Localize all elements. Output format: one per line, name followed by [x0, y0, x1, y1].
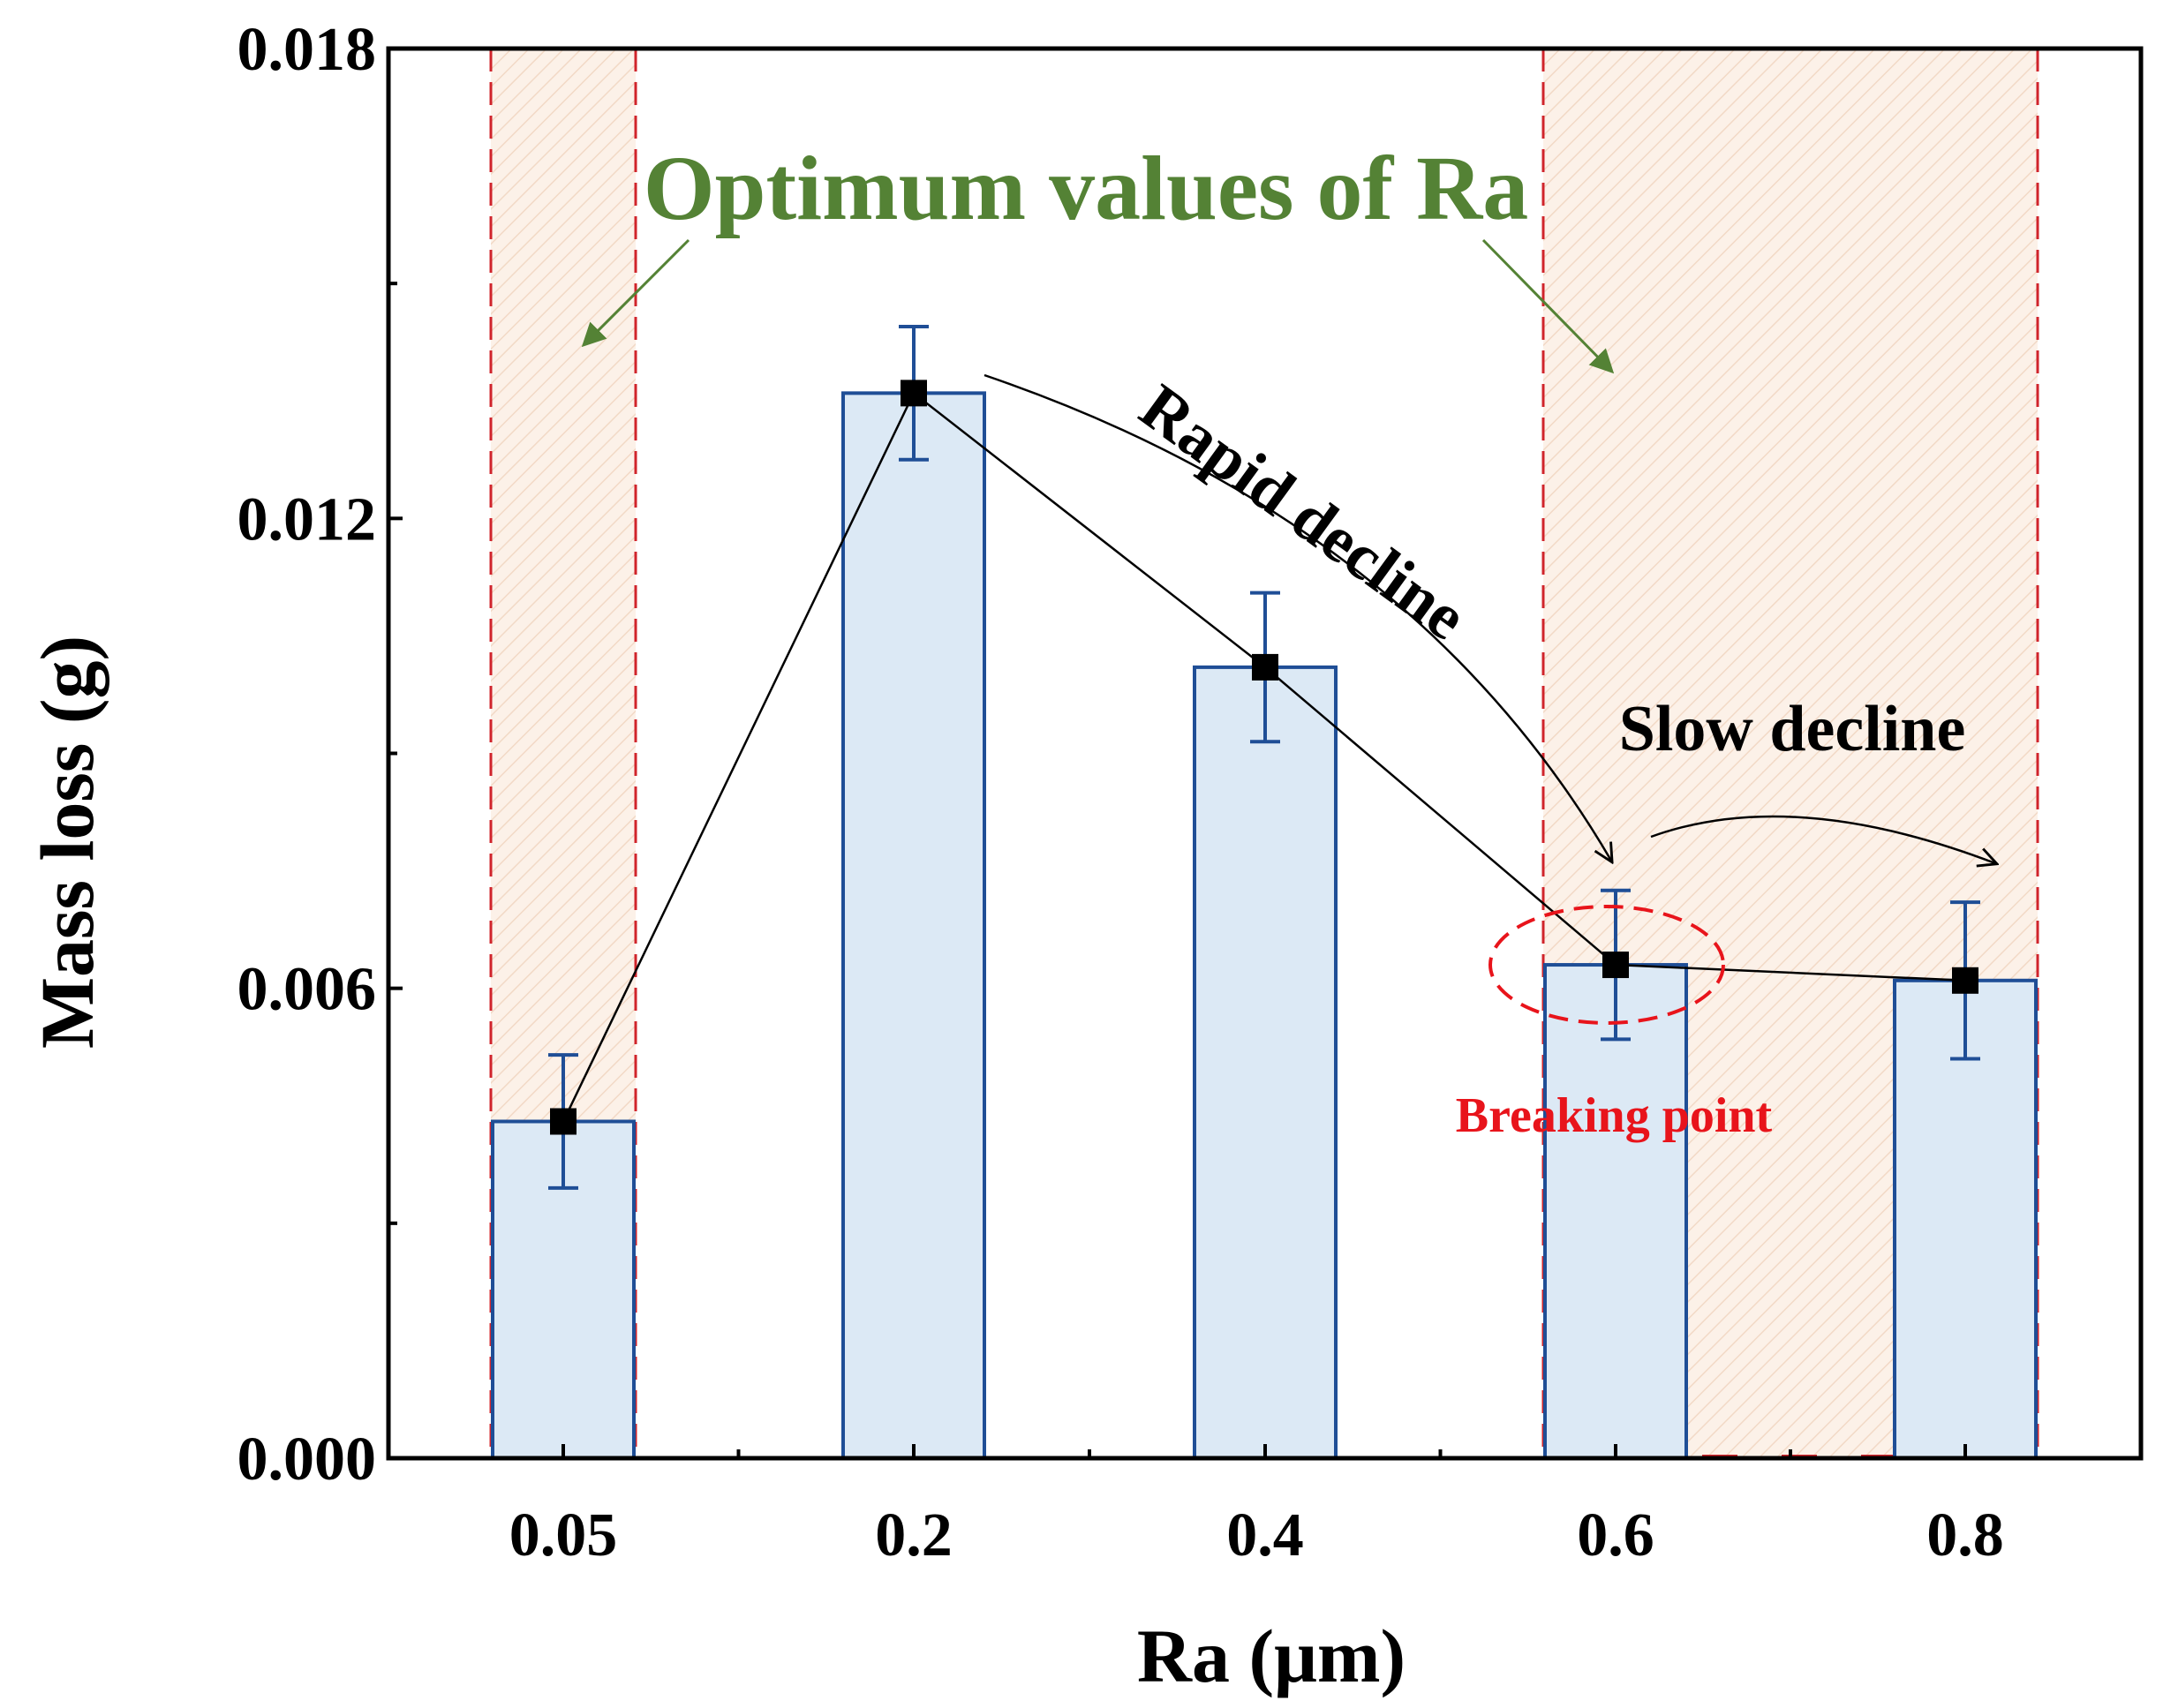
rapid-decline-arrow [984, 373, 1611, 861]
optimum-values-label: Optimum values of Ra [644, 138, 1528, 239]
x-tick-label-0.2: 0.2 [875, 1501, 953, 1569]
y-tick-label-0.006: 0.006 [237, 956, 377, 1024]
tick-labels: 0.000 0.006 0.012 0.018 0.05 0.2 0.4 0.6 0.8 [237, 16, 2004, 1569]
breaking-point-label: Breaking point [1456, 1088, 1773, 1143]
data-point-0.6 [1602, 952, 1629, 979]
y-tick-label-0.012: 0.012 [237, 485, 377, 553]
x-tick-label-0.6: 0.6 [1577, 1501, 1654, 1569]
optimum-arrow-left [581, 238, 690, 348]
slow-decline-arrow [1650, 815, 1995, 863]
x-tick-label-0.4: 0.4 [1226, 1501, 1304, 1569]
y-axis-title: Mass loss (g) [25, 636, 109, 1049]
data-point-0.05 [550, 1108, 577, 1135]
x-axis-title: Ra (μm) [1137, 1614, 1406, 1698]
bar-0.2 [841, 391, 986, 1460]
bar-0.6 [1543, 963, 1688, 1461]
x-tick-label-0.05: 0.05 [509, 1501, 618, 1569]
bar-0.4 [1193, 665, 1338, 1460]
slow-decline-label: Slow decline [1619, 693, 1966, 765]
y-tick-label-0.018: 0.018 [237, 16, 377, 84]
y-tick-label-0.000: 0.000 [237, 1426, 377, 1494]
axes [386, 46, 2144, 1461]
data-markers [550, 380, 1978, 1135]
data-point-0.2 [901, 380, 927, 407]
x-tick-label-0.8: 0.8 [1926, 1501, 2004, 1569]
data-point-0.4 [1252, 653, 1278, 681]
breaking-point-circle [1488, 905, 1725, 1025]
rapid-decline-label: Rapid decline [1127, 371, 1480, 654]
data-point-0.8 [1952, 967, 1978, 994]
optimum-arrow-right [1481, 238, 1615, 374]
